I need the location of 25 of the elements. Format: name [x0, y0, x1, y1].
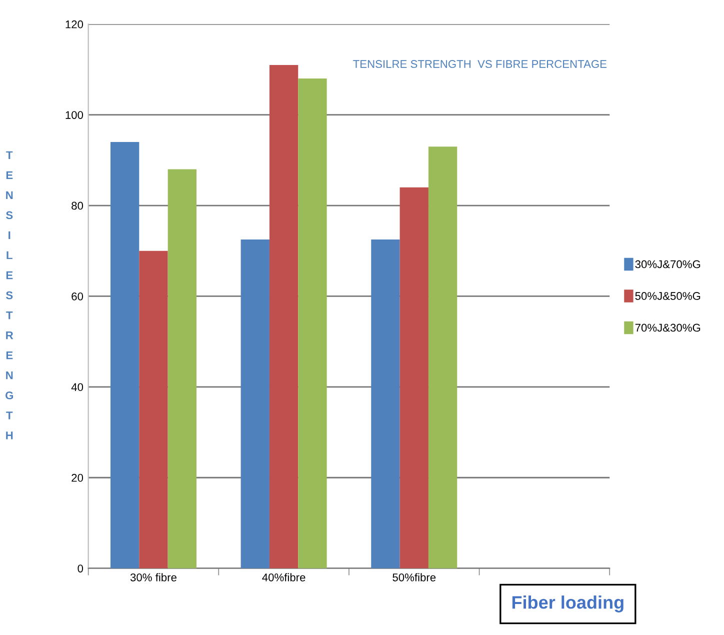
- bar: [110, 142, 140, 568]
- bar: [139, 250, 168, 568]
- text: TENSILESTRENGTH: [6, 151, 14, 440]
- y-tick-label: 60: [72, 292, 84, 300]
- x-tick-label: 50%fibre: [392, 573, 436, 582]
- x-axis-title: Fiber loading: [512, 596, 624, 612]
- legend-label: 50%J&50%G: [635, 292, 700, 300]
- bar: [428, 146, 458, 568]
- bar: [400, 187, 428, 568]
- x-tick-label: 40%fibre: [262, 573, 306, 582]
- y-tick-label: 120: [66, 20, 84, 28]
- bar: [371, 240, 400, 568]
- legend-label: 30%J&70%G: [635, 260, 700, 268]
- y-tick-label: 80: [72, 202, 84, 210]
- bar: [168, 169, 196, 568]
- y-tick-label: 20: [72, 474, 84, 482]
- bar: [240, 240, 270, 568]
- legend-label: 70%J&30%G: [635, 324, 700, 332]
- text: TENSILRE STRENGTH VS FIBRE PERCENTAGE: [353, 60, 607, 68]
- y-tick-label: 40: [71, 383, 84, 392]
- x-tick-label: 30% fibre: [130, 573, 176, 582]
- y-tick-label: 100: [66, 111, 84, 119]
- bar: [269, 64, 298, 568]
- y-tick-label: 0: [78, 564, 84, 572]
- bar: [298, 78, 327, 568]
